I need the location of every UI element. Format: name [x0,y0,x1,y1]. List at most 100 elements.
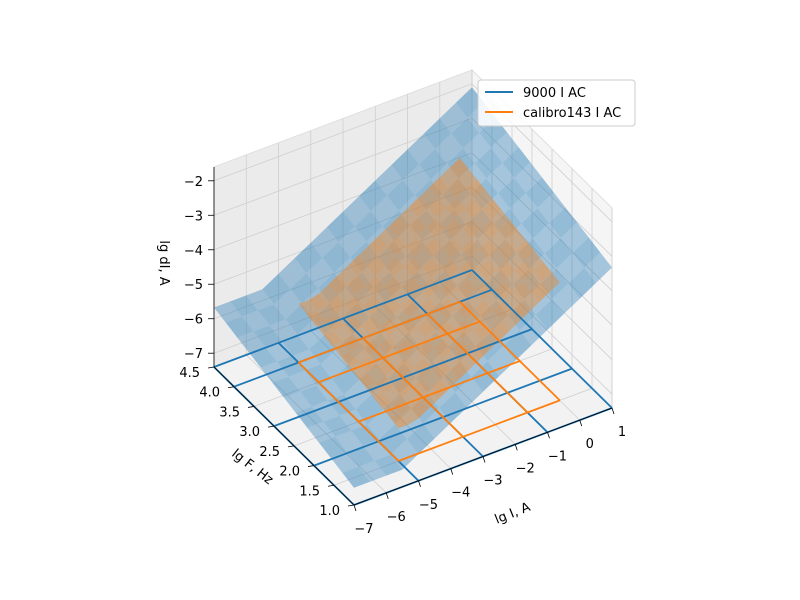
surface-patch-calibro143 [325,314,344,332]
x-tick-label: −2 [516,461,535,476]
x-tick-mark [611,407,615,415]
surface-patch-9000 [512,269,541,300]
surface-patch-calibro143 [424,237,443,258]
surface-patch-9000 [366,226,395,257]
surface-patch-9000 [225,316,254,338]
surface-patch-9000 [408,316,437,348]
surface-patch-9000 [253,325,282,347]
surface-patch-calibro143 [348,362,367,377]
surface-patch-9000 [439,102,468,134]
x-tick-mark [353,504,357,512]
surface-patch-calibro143 [516,240,535,261]
surface-patch-9000 [549,207,577,238]
surface-patch-calibro143 [419,187,438,208]
surface-patch-9000 [459,346,488,377]
surface-patch-calibro143 [407,216,426,237]
surface-patch-9000 [552,283,580,315]
surface-patch-calibro143 [514,260,533,281]
surface-patch-9000 [525,177,554,208]
surface-patch-calibro143 [395,357,414,378]
surface-patch-calibro143 [487,249,507,270]
surface-patch-9000 [359,180,387,212]
surface-patch-9000 [326,211,355,243]
surface-patch-calibro143 [492,300,512,321]
surface-patch-9000 [379,424,407,455]
surface-patch-9000 [322,242,351,273]
surface-patch-calibro143 [466,178,485,199]
surface-patch-9000 [241,310,270,332]
surface-patch-9000 [480,300,508,331]
surface-patch-calibro143 [419,297,438,318]
surface-patch-calibro143 [394,266,413,287]
surface-patch-9000 [358,460,387,482]
surface-patch-calibro143 [365,275,384,296]
surface-patch-calibro143 [461,238,480,259]
surface-patch-calibro143 [445,308,465,329]
surface-patch-calibro143 [388,327,408,347]
y-tick-label: 1.0 [319,504,340,519]
surface-patch-calibro143 [318,284,338,305]
surface-patch-calibro143 [397,337,416,358]
z-axis-label: lg dI, A [156,240,171,285]
wireframe-line-calibro143 [459,301,561,402]
surface-patch-calibro143 [471,229,490,250]
surface-patch-9000 [486,162,515,194]
surface-patch-9000 [332,363,361,395]
surface-patch-calibro143 [427,197,447,218]
surface-patch-calibro143 [423,348,443,369]
surface-patch-9000 [524,284,552,315]
surface-patch-9000 [455,87,484,118]
x-tick-label: 0 [586,437,594,452]
surface-patch-calibro143 [499,220,519,241]
surface-patch-calibro143 [343,315,363,336]
surface-patch-calibro143 [506,250,525,271]
z-tick-label: −2 [184,175,203,190]
surface-patch-calibro143 [429,288,448,309]
y-tick-label: 2.0 [279,465,300,480]
surface-patch-calibro143 [449,157,469,178]
surface-patch-calibro143 [345,295,364,316]
surface-patch-9000 [487,345,516,377]
y-tick-label: 3.5 [219,405,240,420]
surface-patch-calibro143 [437,298,456,319]
surface-patch-calibro143 [389,216,408,237]
surface-patch-calibro143 [387,236,406,257]
surface-patch-9000 [482,193,510,224]
surface-patch-calibro143 [422,257,441,278]
surface-patch-9000 [269,319,298,341]
surface-patch-9000 [360,363,388,394]
surface-patch-9000 [474,147,503,179]
grid-z [213,255,613,395]
x-tick-mark [514,444,518,451]
surface-patch-9000 [424,301,453,332]
surface-patch-calibro143 [456,188,475,209]
surface-patch-9000 [380,317,409,348]
legend-label-calibro143: calibro143 I AC [523,106,621,121]
surface-patch-9000 [335,430,363,452]
surface-patch-9000 [455,376,483,408]
surface-patch-9000 [465,209,494,240]
surface-patch-calibro143 [347,275,366,296]
surface-patch-calibro143 [357,265,376,286]
surface-patch-9000 [477,224,506,255]
surface-patch-calibro143 [511,301,530,322]
surface-patch-calibro143 [469,249,488,270]
surface-patch-calibro143 [491,209,510,230]
x-tick-label: 1 [618,425,626,440]
surface-patch-calibro143 [455,299,475,320]
surface-patch-9000 [443,361,472,393]
surface-patch-calibro143 [390,306,409,327]
surface-patch-calibro143 [444,218,463,239]
x-tick-mark [385,492,389,500]
surface-patch-9000 [470,178,499,209]
surface-patch-calibro143 [308,293,327,311]
surface-patch-9000 [423,407,451,439]
surface-patch-9000 [423,118,452,149]
surface-patch-9000 [376,347,405,379]
surface-patch-9000 [355,393,384,425]
surface-patch-calibro143 [370,326,389,347]
surface-patch-calibro143 [474,299,493,320]
surface-patch-calibro143 [333,325,352,342]
surface-patch-9000 [496,284,525,316]
